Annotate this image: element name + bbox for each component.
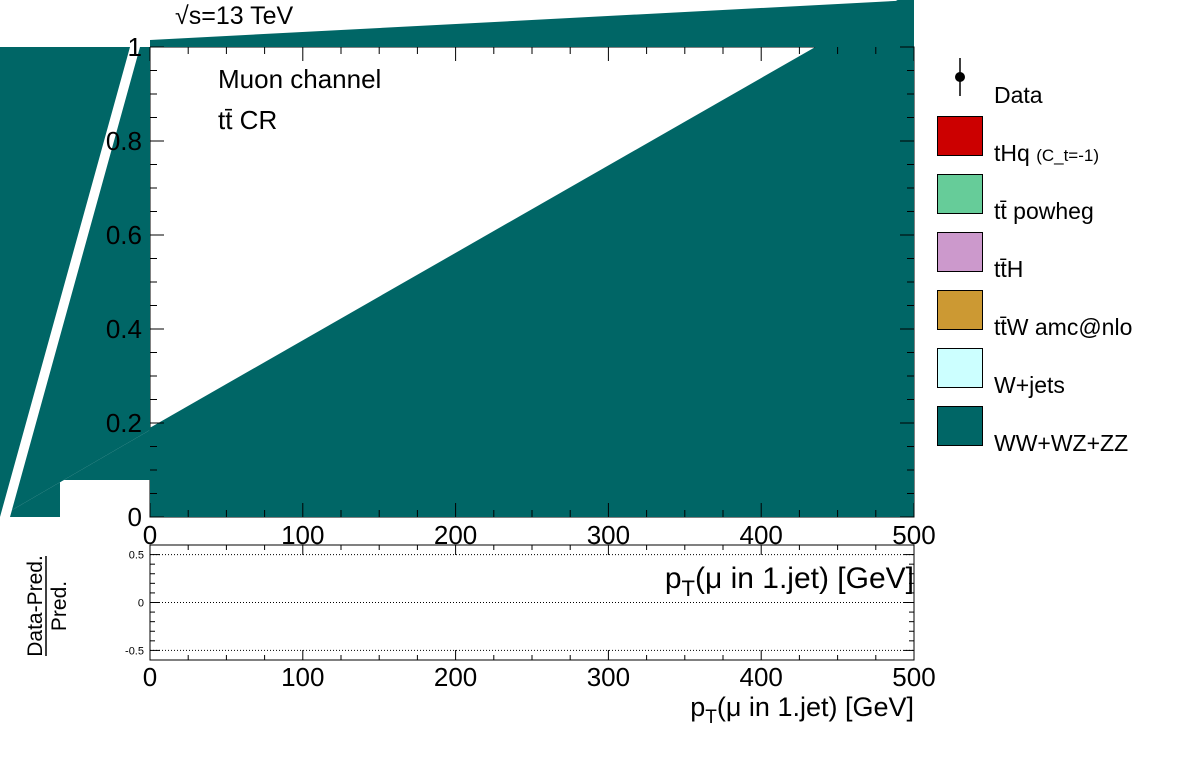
data-marker-icon <box>952 58 968 98</box>
energy-label: √s=13 TeV <box>175 2 294 30</box>
sqrt-s-symbol: √s <box>175 2 201 30</box>
y-tick-label: 1 <box>128 32 142 62</box>
legend-label-sub: (C_t=-1) <box>1036 146 1100 165</box>
y-tick-label: 0.4 <box>106 314 142 344</box>
stack-overflow-gap <box>0 0 150 517</box>
y-tick-label: 0 <box>128 502 142 532</box>
ratio-tick-group <box>149 544 915 661</box>
legend-label: tt̄W amc@nlo <box>994 314 1132 341</box>
legend-swatch <box>937 174 983 214</box>
stack-area-0 <box>150 0 914 517</box>
legend-label: Data <box>994 82 1043 109</box>
upper-x-axis-title: pT(μ in 1.jet) [GeV] <box>665 562 914 601</box>
legend-label-text: tt̄H <box>994 256 1024 282</box>
legend-label-text: tt̄W amc@nlo <box>994 314 1133 340</box>
legend-swatch <box>937 406 983 446</box>
ratio-x-tick-label: 0 <box>143 662 157 692</box>
annotation-channel: Muon channel <box>218 64 381 94</box>
x-title-p: p <box>665 562 682 595</box>
ratio-x-tick-label: 100 <box>281 662 324 692</box>
legend-label: W+jets <box>994 372 1065 399</box>
legend-item: Data <box>930 58 1190 116</box>
legend-swatch <box>937 348 983 388</box>
y-tick-label: 0.6 <box>106 220 142 250</box>
y-tick-label: 0.2 <box>106 408 142 438</box>
ratio-reference-lines <box>150 554 914 651</box>
y-tick-label: 0.8 <box>106 126 142 156</box>
ratio-y-numerator: Data-Pred. <box>24 555 47 657</box>
legend-item: tt̄W amc@nlo <box>930 290 1190 348</box>
stack-area-group <box>0 0 914 517</box>
ratio-x-tick-label: 400 <box>740 662 783 692</box>
legend-swatch <box>937 290 983 330</box>
legend-item: W+jets <box>930 348 1190 406</box>
ratio-panel: -0.500.5 0 100 200 300 400 500 pT(μ in 1.jet)… <box>24 544 936 728</box>
stack-overflow-top <box>150 0 914 47</box>
upper-y-tick-labels: 0 0.2 0.4 0.6 0.8 1 <box>106 32 142 532</box>
legend-item: tt̄H <box>930 232 1190 290</box>
upper-tick-group <box>149 46 915 518</box>
legend-label-text: tt̄ powheg <box>994 198 1094 224</box>
x-title-rest: (μ in 1.jet) [GeV] <box>695 562 914 595</box>
legend-label: WW+WZ+ZZ <box>994 430 1128 457</box>
ratio-x-tick-labels: 0 100 200 300 400 500 <box>143 662 936 692</box>
ratio-x-tick-label: 300 <box>587 662 630 692</box>
ratio-y-tick-label: 0 <box>138 598 144 610</box>
legend-swatch <box>937 116 983 156</box>
upper-panel: 00.20.40.60.81 0 100 200 300 400 500 Muon cha… <box>0 0 936 601</box>
legend-label-text: tHq <box>994 140 1037 166</box>
ratio-y-tick-label: -0.5 <box>125 645 144 657</box>
legend-label-text: WW+WZ+ZZ <box>994 430 1129 456</box>
legend-item: tHq (C_t=-1) <box>930 116 1190 174</box>
ratio-y-axis-title: Data-Pred. Pred. <box>24 555 71 657</box>
ratio-x-tick-label: 200 <box>434 662 477 692</box>
legend-label: tt̄H <box>994 256 1023 283</box>
legend-swatch <box>937 232 983 272</box>
x-tick-label: 0 <box>143 520 157 550</box>
legend-label: tHq (C_t=-1) <box>994 140 1099 167</box>
legend-item: WW+WZ+ZZ <box>930 406 1190 464</box>
annotation-region: tt̄ CR <box>218 105 277 135</box>
ratio-x-title-rest: (μ in 1.jet) [GeV] <box>717 692 914 722</box>
ratio-x-axis-title: pT(μ in 1.jet) [GeV] <box>690 692 914 728</box>
legend-label-text: W+jets <box>994 372 1065 398</box>
ratio-x-title-p: p <box>690 692 705 722</box>
legend-item: tt̄ powheg <box>930 174 1190 232</box>
ratio-x-title-sub: T <box>705 707 717 728</box>
ratio-y-tick-label: 0.5 <box>129 550 144 562</box>
ratio-x-tick-label: 500 <box>892 662 935 692</box>
x-title-sub: T <box>682 576 695 601</box>
energy-value: =13 TeV <box>201 2 293 30</box>
legend-label: tt̄ powheg <box>994 198 1094 225</box>
legend-label-text: Data <box>994 82 1043 108</box>
ratio-y-denominator: Pred. <box>48 581 71 631</box>
ratio-y-tick-labels: -0.5 0 0.5 <box>125 550 144 658</box>
stack-overflow-bottom <box>0 430 150 517</box>
